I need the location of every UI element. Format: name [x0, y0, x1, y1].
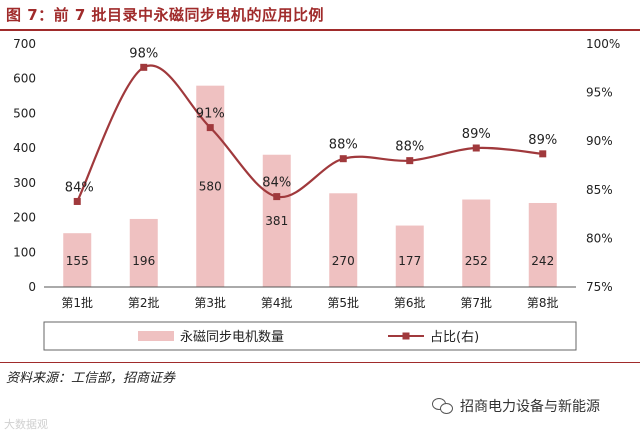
line-point	[273, 193, 281, 201]
line-value-label: 84%	[65, 180, 94, 195]
bar-value-label: 381	[265, 214, 288, 228]
left-tick-label: 500	[13, 106, 36, 120]
x-axis-ticks: 第1批 第2批 第3批 第4批 第5批 第6批 第7批 第8批	[61, 295, 558, 310]
right-tick-label: 95%	[586, 86, 613, 100]
bar-value-label: 270	[332, 254, 355, 268]
legend-box	[43, 321, 577, 351]
x-tick-label: 第6批	[394, 295, 426, 310]
line-value-label: 98%	[129, 46, 158, 61]
right-tick-label: 90%	[586, 134, 613, 148]
line-point	[73, 197, 81, 205]
line-point	[472, 144, 480, 152]
bar	[129, 218, 158, 287]
combo-chart: 0 100 200 300 400 500 600 700 75% 80% 85% 90% 95% 10…	[13, 37, 620, 351]
legend-swatch-bar	[138, 331, 174, 341]
bar-value-label: 196	[132, 254, 155, 268]
bar	[196, 85, 225, 288]
right-axis-ticks: 75% 80% 85% 90% 95% 100%	[586, 37, 620, 294]
right-tick-label: 75%	[586, 280, 613, 294]
bar-series	[63, 85, 557, 288]
chart-title: 图 7：前 7 批目录中永磁同步电机的应用比例	[6, 6, 325, 24]
line-point	[140, 63, 148, 71]
right-tick-label: 85%	[586, 183, 613, 197]
line-value-label: 89%	[528, 133, 557, 148]
left-tick-label: 300	[13, 176, 36, 190]
bar	[329, 193, 358, 287]
line-point	[406, 157, 414, 165]
x-tick-label: 第8批	[527, 295, 559, 310]
line-value-label: 91%	[196, 107, 225, 122]
legend-label-line: 占比(右)	[430, 330, 479, 345]
left-tick-label: 700	[13, 37, 36, 51]
bar-value-label: 155	[66, 254, 89, 268]
wechat-icon	[432, 398, 454, 414]
line-value-label: 88%	[329, 138, 358, 153]
legend-label-bar: 永磁同步电机数量	[180, 330, 284, 345]
watermark-left: 大数据观	[4, 418, 48, 431]
x-tick-label: 第1批	[61, 295, 93, 310]
line-point	[539, 150, 547, 158]
source-note: 资料来源：工信部，招商证券	[6, 371, 176, 386]
bar-value-label: 242	[531, 254, 554, 268]
line-value-label: 88%	[395, 140, 424, 155]
bar-value-label: 252	[465, 254, 488, 268]
line-series	[73, 63, 547, 205]
watermark-right: 招商电力设备与新能源	[432, 396, 600, 416]
left-tick-label: 400	[13, 141, 36, 155]
x-tick-label: 第3批	[194, 295, 226, 310]
bar-value-label: 177	[398, 254, 421, 268]
bar	[462, 199, 491, 287]
line-labels: 84% 98% 91% 84% 88% 88% 89% 89%	[65, 46, 557, 195]
line-point	[339, 155, 347, 163]
bar-value-label: 580	[199, 179, 222, 193]
bar	[63, 233, 92, 287]
x-tick-label: 第7批	[460, 295, 492, 310]
legend-swatch-marker	[402, 332, 410, 340]
legend: 永磁同步电机数量 占比(右)	[43, 321, 577, 351]
x-tick-label: 第2批	[128, 295, 160, 310]
line-value-label: 89%	[462, 127, 491, 142]
bar-labels: 155 196 580 381 270 177 252 242	[66, 179, 554, 268]
source-rule	[0, 362, 640, 363]
left-axis-ticks: 0 100 200 300 400 500 600 700	[13, 37, 36, 294]
bar	[395, 225, 424, 287]
left-tick-label: 100	[13, 245, 36, 259]
left-tick-label: 200	[13, 211, 36, 225]
bar	[528, 202, 557, 287]
x-tick-label: 第5批	[327, 295, 359, 310]
left-tick-label: 0	[28, 280, 36, 294]
watermark-right-text: 招商电力设备与新能源	[460, 399, 600, 415]
bar	[262, 154, 291, 287]
title-rule	[0, 29, 640, 31]
x-tick-label: 第4批	[261, 295, 293, 310]
right-tick-label: 100%	[586, 37, 620, 51]
line-value-label: 84%	[262, 176, 291, 191]
left-tick-label: 600	[13, 72, 36, 86]
right-tick-label: 80%	[586, 231, 613, 245]
line-point	[206, 124, 214, 132]
